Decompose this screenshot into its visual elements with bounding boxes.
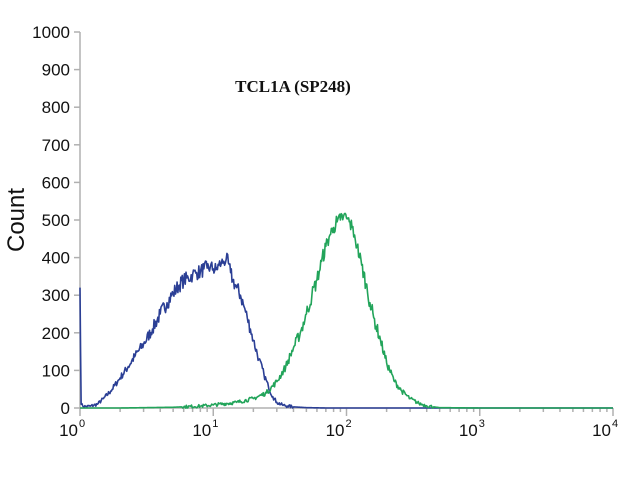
- y-tick-label: 500: [42, 211, 70, 230]
- y-tick-label: 400: [42, 249, 70, 268]
- x-tick-exponent: 0: [79, 418, 85, 430]
- x-tick-exponent: 2: [346, 418, 352, 430]
- chart-title: TCL1A (SP248): [235, 77, 351, 96]
- y-axis-label: Count: [3, 188, 30, 252]
- x-tick-label: 10: [192, 421, 211, 440]
- x-tick-label: 10: [592, 421, 611, 440]
- y-tick-label: 700: [42, 136, 70, 155]
- y-tick-label: 100: [42, 361, 70, 380]
- x-tick-label: 10: [459, 421, 478, 440]
- y-tick-label: 0: [61, 399, 70, 418]
- series-group: [79, 212, 614, 409]
- y-tick-label: 800: [42, 98, 70, 117]
- x-tick-label: 10: [326, 421, 345, 440]
- y-tick-label: 900: [42, 61, 70, 80]
- y-tick-label: 600: [42, 173, 70, 192]
- x-tick-exponent: 4: [612, 418, 618, 430]
- y-tick-labels: 0 100 200 300 400 500 600 700 800 900 1000: [32, 23, 70, 418]
- x-tick-labels: 10 0 10 1 10 2 10 3 10 4: [59, 418, 618, 440]
- series-line-2: [79, 212, 614, 409]
- series-line-1: [79, 252, 614, 409]
- y-tick-label: 1000: [32, 23, 70, 42]
- y-tick-label: 300: [42, 286, 70, 305]
- x-tick-exponent: 1: [212, 418, 218, 430]
- x-tick-exponent: 3: [479, 418, 485, 430]
- y-tick-label: 200: [42, 324, 70, 343]
- x-tick-label: 10: [59, 421, 78, 440]
